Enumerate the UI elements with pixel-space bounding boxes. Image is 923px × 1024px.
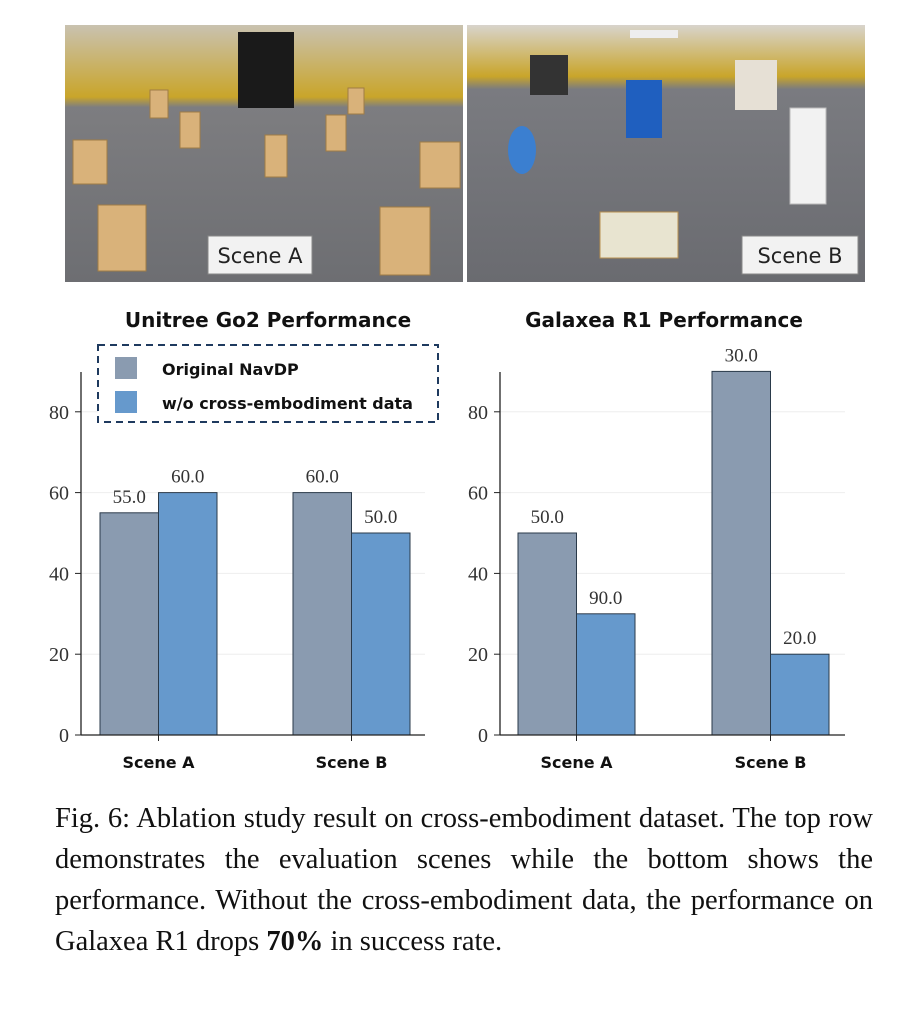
caption-bold: 70% <box>266 926 324 957</box>
bar-value-label: 60.0 <box>171 467 204 488</box>
y-tick-label: 20 <box>49 644 69 666</box>
legend-label-original: Original NavDP <box>162 360 299 379</box>
legend-label-ablation: w/o cross-embodiment data <box>162 394 413 413</box>
legend-border <box>97 344 439 423</box>
scene-b-label: Scene B <box>757 244 842 268</box>
figure-caption: Fig. 6: Ablation study result on cross-e… <box>55 798 873 962</box>
caption-text: Fig. 6: Ablation study result on cross-e… <box>55 803 873 957</box>
bar-value-label: 55.0 <box>113 487 146 508</box>
legend-swatch-original <box>115 357 137 379</box>
y-tick-label: 0 <box>59 725 69 747</box>
y-tick-label: 80 <box>468 402 488 424</box>
bar-ablation <box>351 532 411 736</box>
x-tick-label: Scene B <box>735 753 807 772</box>
y-tick-label: 0 <box>478 725 488 747</box>
scene-b-photo: Scene B <box>467 25 865 282</box>
bar-value-label: 30.0 <box>725 345 758 366</box>
unitree-go2-chart: Unitree Go2 Performance 0 20 40 60 80 55.0 60.0… <box>49 308 425 772</box>
bar-value-label: 20.0 <box>783 628 816 649</box>
bar-value-label: 90.0 <box>589 588 622 609</box>
figure: Scene A Scene B Unitree Go2 Performance 0… <box>49 25 865 772</box>
legend: Original NavDP w/o cross-embodiment data <box>97 344 439 423</box>
x-tick-label: Scene A <box>540 753 613 772</box>
y-tick-label: 40 <box>468 563 488 585</box>
bar-original <box>99 512 159 736</box>
bar-original <box>292 492 352 736</box>
chart-title: Galaxea R1 Performance <box>525 308 803 332</box>
bar-ablation <box>576 613 636 736</box>
y-tick-label: 60 <box>49 483 69 505</box>
x-tick-label: Scene B <box>316 753 388 772</box>
galaxea-r1-chart: Galaxea R1 Performance 0 20 40 60 80 50.0 90.0 S… <box>468 308 845 772</box>
caption-tail: in success rate. <box>323 926 503 957</box>
bar-original <box>711 370 771 736</box>
bar-value-label: 50.0 <box>531 507 564 528</box>
scene-a-label: Scene A <box>217 244 303 268</box>
y-tick-label: 60 <box>468 483 488 505</box>
scene-a-photo: Scene A <box>65 25 463 282</box>
bar-ablation <box>770 653 830 736</box>
bar-original <box>517 532 577 736</box>
y-tick-label: 20 <box>468 644 488 666</box>
chart-title: Unitree Go2 Performance <box>125 308 411 332</box>
legend-swatch-ablation <box>115 391 137 413</box>
bar-value-label: 60.0 <box>306 467 339 488</box>
x-tick-label: Scene A <box>122 753 195 772</box>
bar-ablation <box>158 492 218 736</box>
y-tick-label: 40 <box>49 563 69 585</box>
y-tick-label: 80 <box>49 402 69 424</box>
bar-value-label: 50.0 <box>364 507 397 528</box>
